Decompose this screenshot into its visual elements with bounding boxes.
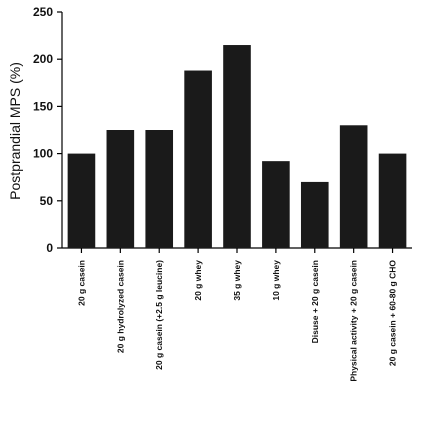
- category-label: Disuse + 20 g casein: [310, 260, 320, 343]
- bar: [184, 70, 212, 248]
- bar: [67, 153, 96, 248]
- bar: [262, 161, 290, 248]
- bars: [67, 45, 407, 248]
- category-label: 10 g whey: [271, 260, 281, 301]
- y-axis: 0 50 100 150 200 250: [33, 5, 63, 255]
- bar: [223, 45, 251, 248]
- bar: [145, 130, 174, 248]
- category-label: Physical activity + 20 g casein: [349, 260, 359, 382]
- bar: [300, 181, 329, 248]
- y-tick-label: 50: [40, 194, 54, 208]
- y-tick-label: 100: [33, 147, 53, 161]
- category-label: 20 g whey: [193, 260, 203, 301]
- category-label: 35 g whey: [232, 260, 242, 301]
- x-axis: [62, 247, 412, 253]
- category-label: 20 g casein (+2.5 g leucine): [154, 260, 164, 370]
- category-label: 20 g hydrolyzed casein: [115, 260, 125, 353]
- y-tick-label: 0: [46, 241, 53, 255]
- bar: [106, 130, 135, 248]
- y-tick-label: 150: [33, 99, 53, 113]
- category-label: 20 g casein + 60-80 g CHO: [388, 260, 398, 366]
- y-tick-label: 200: [33, 52, 53, 66]
- category-label: 20 g casein: [76, 260, 86, 306]
- bar: [378, 153, 407, 248]
- y-tick-label: 250: [33, 5, 53, 19]
- category-labels: 20 g casein 20 g hydrolyzed casein 20 g ca…: [76, 260, 397, 382]
- bar: [339, 125, 368, 248]
- y-axis-label: Postprandial MPS (%): [7, 62, 23, 200]
